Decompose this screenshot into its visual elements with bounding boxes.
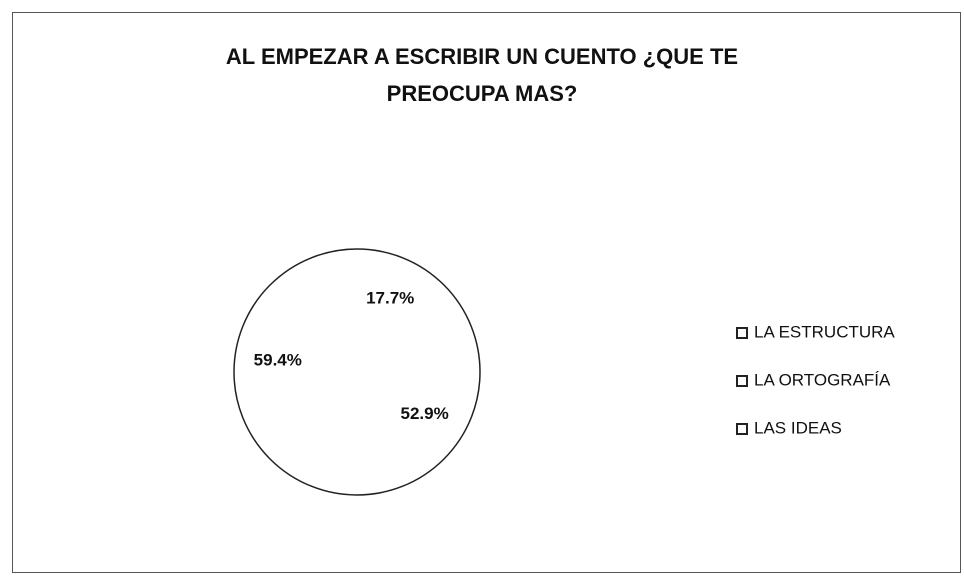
pie-slice <box>324 291 480 495</box>
legend-label: LAS IDEAS <box>754 418 842 437</box>
chart-title: PREOCUPA MAS? <box>387 81 578 106</box>
legend-label: LA ESTRUCTURA <box>754 322 895 341</box>
pie-slice <box>357 249 450 372</box>
legend-label: LA ORTOGRAFÍA <box>754 370 891 389</box>
legend-marker <box>736 423 748 435</box>
legend-marker <box>736 375 748 387</box>
value-label: 17.7% <box>366 289 414 308</box>
pie-outline <box>233 248 481 496</box>
chart-frame <box>12 12 961 573</box>
value-label: 59.4% <box>254 351 302 370</box>
pie-slice <box>234 249 357 491</box>
legend-marker <box>736 327 748 339</box>
value-label: 52.9% <box>401 404 449 423</box>
chart-title: AL EMPEZAR A ESCRIBIR UN CUENTO ¿QUE TE <box>226 44 738 69</box>
